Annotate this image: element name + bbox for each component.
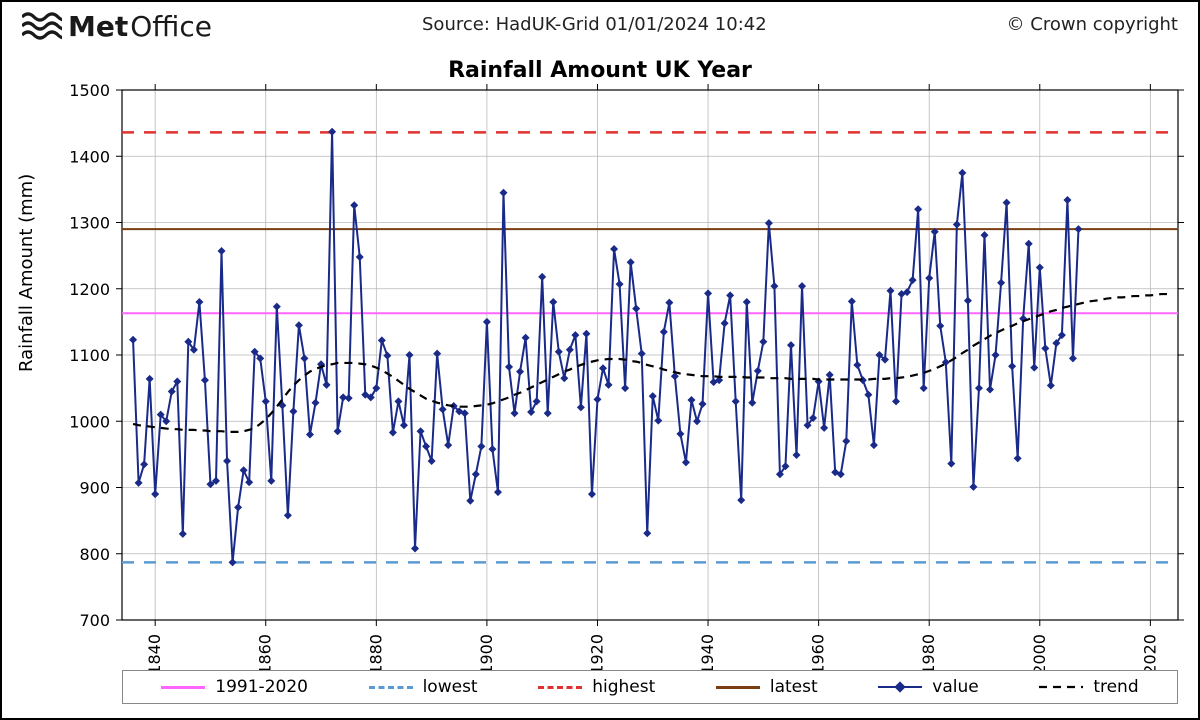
- chart-svg: 700 800 900 1000 1100 1200 1300 1400 1500 1840 186…: [2, 2, 1200, 720]
- svg-text:800: 800: [79, 545, 110, 564]
- svg-text:1300: 1300: [69, 214, 110, 233]
- legend-lowest-label: lowest: [423, 677, 478, 697]
- svg-text:1880: 1880: [366, 634, 385, 675]
- svg-text:1980: 1980: [919, 634, 938, 675]
- legend: 1991-2020 lowest highest latest value tr…: [122, 670, 1178, 704]
- legend-trend-label: trend: [1093, 677, 1138, 697]
- legend-avg-label: 1991-2020: [215, 677, 308, 697]
- svg-text:2000: 2000: [1030, 634, 1049, 675]
- legend-latest: latest: [716, 677, 818, 697]
- legend-value: value: [878, 677, 978, 697]
- swatch-latest: [716, 686, 760, 689]
- legend-trend: trend: [1039, 677, 1138, 697]
- svg-text:1840: 1840: [145, 634, 164, 675]
- legend-value-label: value: [932, 677, 978, 697]
- svg-text:1000: 1000: [69, 412, 110, 431]
- svg-text:1200: 1200: [69, 280, 110, 299]
- swatch-avg: [161, 686, 205, 689]
- legend-latest-label: latest: [770, 677, 818, 697]
- swatch-lowest: [369, 686, 413, 689]
- chart-container: MetOffice Source: HadUK-Grid 01/01/2024 …: [0, 0, 1200, 720]
- svg-text:900: 900: [79, 479, 110, 498]
- swatch-value: [878, 680, 922, 694]
- legend-highest: highest: [538, 677, 655, 697]
- svg-text:1400: 1400: [69, 147, 110, 166]
- svg-text:1960: 1960: [809, 634, 828, 675]
- svg-text:1920: 1920: [587, 634, 606, 675]
- legend-lowest: lowest: [369, 677, 478, 697]
- svg-text:1940: 1940: [698, 634, 717, 675]
- legend-avg: 1991-2020: [161, 677, 308, 697]
- svg-text:2020: 2020: [1140, 634, 1159, 675]
- svg-text:700: 700: [79, 611, 110, 630]
- svg-text:1860: 1860: [256, 634, 275, 675]
- svg-text:1500: 1500: [69, 81, 110, 100]
- swatch-trend: [1039, 680, 1083, 694]
- legend-highest-label: highest: [592, 677, 655, 697]
- swatch-highest: [538, 686, 582, 689]
- svg-text:1100: 1100: [69, 346, 110, 365]
- svg-text:1900: 1900: [477, 634, 496, 675]
